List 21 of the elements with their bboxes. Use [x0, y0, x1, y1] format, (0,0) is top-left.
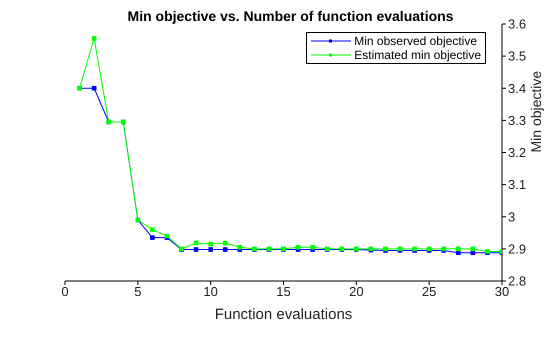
x-tick-label: 20	[349, 284, 364, 300]
x-axis-title: Function evaluations	[214, 306, 352, 323]
y-tick-label: 3.5	[508, 48, 526, 64]
x-tick-label: 15	[276, 284, 291, 300]
y-axis-title: Min objective	[528, 70, 544, 152]
x-tick-label: 5	[134, 284, 142, 300]
y-tick-label: 3.3	[508, 112, 526, 128]
x-tick-label: 30	[494, 284, 510, 300]
legend-label: Estimated min objective	[354, 48, 481, 62]
x-tick-label: 10	[203, 284, 218, 300]
y-tick-label: 3.2	[508, 145, 526, 160]
y-tick-label: 3.6	[508, 16, 526, 32]
y-tick-label: 2.8	[508, 274, 526, 289]
legend-label: Min observed objective	[354, 34, 477, 48]
y-tick-label: 3	[508, 209, 516, 224]
x-tick-label: 25	[422, 284, 436, 300]
y-tick-label: 3.4	[508, 80, 526, 96]
x-tick-label: 0	[61, 284, 69, 300]
y-tick-label: 3.1	[508, 177, 526, 192]
chart-title: Min objective vs. Number of function evaluations	[128, 8, 454, 24]
y-tick-label: 2.9	[508, 241, 526, 256]
